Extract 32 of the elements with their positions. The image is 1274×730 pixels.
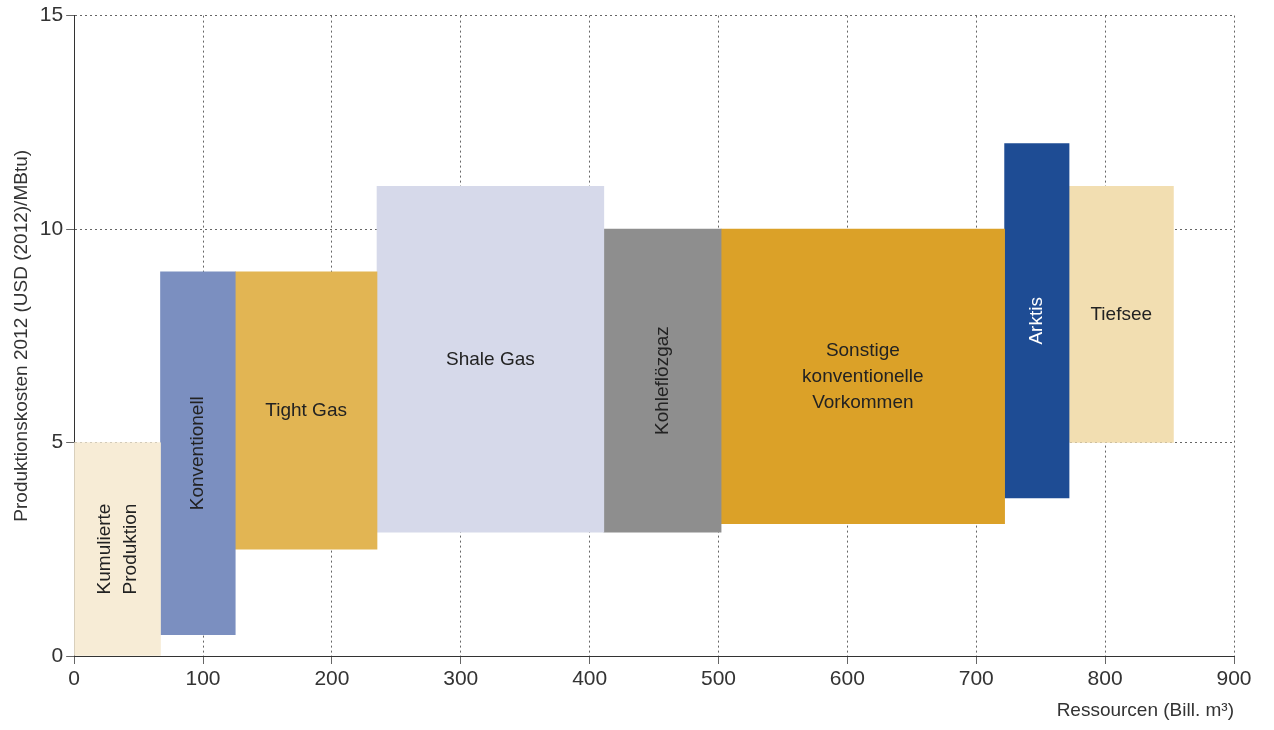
series-label: Konventionell: [186, 396, 208, 511]
bar: [160, 271, 236, 635]
x-tick-label: 700: [958, 666, 994, 690]
series-label: Sonstige konventionelle Vorkommen: [802, 338, 924, 412]
x-tick-label: 0: [68, 666, 80, 690]
bar: [234, 271, 378, 550]
y-tick-label: 10: [39, 215, 64, 239]
series-label: Shale Gas: [446, 347, 535, 369]
x-tick-label: 200: [314, 666, 350, 690]
y-tick-label: 5: [51, 429, 64, 453]
y-tick-label: 15: [39, 2, 64, 26]
x-tick-label: 600: [829, 666, 865, 690]
x-tick-label: 400: [572, 666, 608, 690]
x-tick-label: 100: [185, 666, 221, 690]
bar: [376, 186, 605, 533]
series-label: Tight Gas: [265, 398, 347, 420]
y-tick-label: 0: [51, 642, 64, 666]
x-axis-title: Ressourcen (Bill. m³): [1056, 698, 1234, 720]
x-tick-label: 300: [443, 666, 479, 690]
x-tick-label: 800: [1087, 666, 1123, 690]
bar: [720, 228, 1005, 524]
series-label: Kohleflözgaz: [650, 326, 672, 436]
bar: [1068, 186, 1174, 443]
bar: [1004, 143, 1070, 499]
bar: [603, 228, 722, 533]
series-label: Arktis: [1025, 297, 1047, 345]
x-tick-label: 500: [700, 666, 737, 690]
x-tick-label: 900: [1216, 666, 1252, 690]
bar: [74, 442, 161, 656]
series-label: Tiefsee: [1090, 302, 1153, 324]
y-axis-title: Produktionskosten 2012 (USD (2012)/MBtu): [9, 149, 31, 522]
series-label: Kumulierte Produktion: [92, 503, 140, 595]
